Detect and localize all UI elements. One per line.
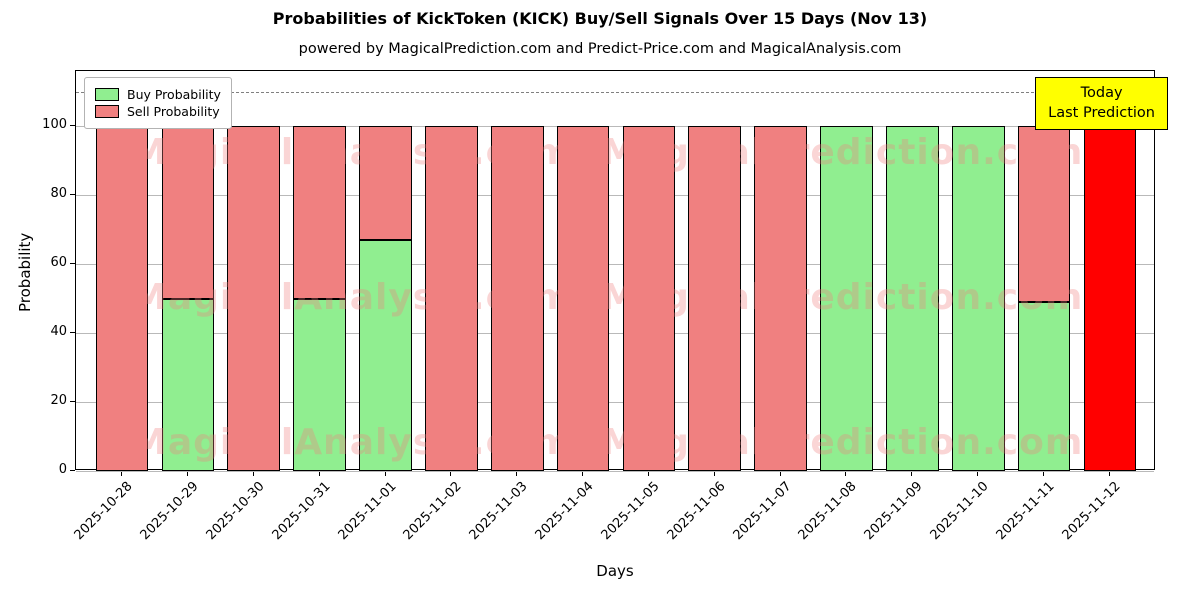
x-tick-label: 2025-11-11	[993, 479, 1058, 544]
x-tick-label: 2025-11-12	[1059, 479, 1124, 544]
y-tick-label: 80	[50, 186, 67, 202]
legend-label: Sell Probability	[127, 104, 220, 119]
sell-bar-segment	[688, 126, 742, 471]
buy-bar-segment	[886, 126, 939, 471]
gridline	[76, 195, 1154, 197]
chart-subtitle: powered by MagicalPrediction.com and Pre…	[298, 41, 902, 57]
legend-item: Sell Probability	[95, 104, 221, 119]
watermark-text: MagicalAnalysis.com	[131, 277, 573, 318]
x-tick-mark	[252, 471, 254, 476]
y-tick-label: 40	[50, 324, 67, 340]
legend-label: Buy Probability	[127, 87, 221, 102]
buy-bar-segment	[293, 298, 346, 471]
x-tick-mark	[384, 471, 386, 476]
x-tick-label: 2025-11-06	[664, 479, 729, 544]
legend-swatch	[95, 88, 119, 101]
watermark-text: MagicalAnalysis.com	[131, 422, 573, 463]
x-tick-mark	[121, 471, 123, 476]
x-tick-mark	[1108, 471, 1110, 476]
sell-bar-segment	[754, 126, 807, 471]
x-tick-label: 2025-10-30	[203, 479, 268, 544]
x-tick-mark	[318, 471, 320, 476]
x-tick-mark	[779, 471, 781, 476]
x-tick-label: 2025-11-07	[730, 479, 795, 544]
gridline	[76, 333, 1154, 335]
today-annotation: Today Last Prediction	[1035, 77, 1168, 130]
x-tick-label: 2025-11-10	[927, 479, 992, 544]
sell-bar-segment	[227, 126, 281, 471]
sell-bar-segment	[95, 126, 149, 471]
watermark-text: MagicalPrediction.com	[601, 132, 1084, 173]
y-axis-label: Probability	[16, 232, 34, 312]
x-tick-mark	[845, 471, 847, 476]
y-tick-mark	[70, 401, 75, 403]
x-tick-mark	[186, 471, 188, 476]
x-tick-mark	[516, 471, 518, 476]
x-tick-label: 2025-11-02	[400, 479, 465, 544]
annotation-line-1: Today	[1080, 85, 1123, 101]
x-tick-mark	[1043, 471, 1045, 476]
y-tick-label: 60	[50, 255, 67, 271]
gridline	[76, 264, 1154, 266]
gridline	[76, 126, 1154, 128]
x-tick-label: 2025-11-01	[335, 479, 400, 544]
x-tick-label: 2025-10-28	[71, 479, 136, 544]
watermark-text: MagicalPrediction.com	[601, 277, 1084, 318]
dashed-threshold-line	[76, 91, 1154, 93]
x-tick-label: 2025-11-03	[466, 479, 531, 544]
x-tick-mark	[713, 471, 715, 476]
buy-bar-segment	[951, 126, 1005, 471]
watermark-text: MagicalAnalysis.com	[131, 132, 573, 173]
x-tick-label: 2025-11-04	[532, 479, 597, 544]
x-tick-label: 2025-11-09	[861, 479, 926, 544]
chart-title: Probabilities of KickToken (KICK) Buy/Se…	[272, 9, 928, 28]
sell-bar-segment	[425, 126, 478, 471]
y-tick-mark	[70, 125, 75, 127]
legend-swatch	[95, 105, 119, 118]
buy-bar-segment	[161, 298, 215, 471]
sell-bar-segment	[556, 126, 610, 471]
x-tick-mark	[977, 471, 979, 476]
sell-bar-segment	[622, 126, 676, 471]
gridline	[76, 402, 1154, 404]
legend: Buy Probability Sell Probability	[84, 77, 232, 129]
x-axis-label: Days	[596, 562, 634, 580]
annotation-line-2: Last Prediction	[1048, 105, 1155, 122]
y-tick-mark	[70, 194, 75, 196]
buy-bar-segment	[820, 126, 873, 471]
buy-bar-segment	[1017, 302, 1071, 471]
sell-bar-segment	[359, 126, 412, 240]
sell-bar-segment	[490, 126, 544, 471]
gridline	[76, 471, 1154, 472]
y-tick-mark	[70, 470, 75, 471]
x-tick-mark	[582, 471, 584, 476]
y-tick-label: 0	[58, 462, 67, 477]
x-tick-mark	[450, 471, 452, 476]
x-tick-label: 2025-11-05	[598, 479, 663, 544]
watermark-text: MagicalPrediction.com	[601, 422, 1084, 463]
buy-bar-segment	[359, 239, 412, 471]
sell-bar-segment	[293, 126, 346, 299]
sell-bar-segment	[1017, 126, 1071, 303]
x-tick-mark	[911, 471, 913, 476]
legend-item: Buy Probability	[95, 87, 221, 102]
y-tick-label: 20	[50, 393, 67, 409]
x-tick-label: 2025-10-29	[137, 479, 202, 544]
x-tick-mark	[647, 471, 649, 476]
x-tick-label: 2025-11-08	[796, 479, 861, 544]
today-bar	[1083, 126, 1137, 471]
x-tick-label: 2025-10-31	[269, 479, 334, 544]
y-tick-mark	[70, 332, 75, 334]
y-tick-label: 100	[42, 117, 67, 133]
plot-area: Buy Probability Sell Probability Today La…	[75, 70, 1168, 472]
y-tick-mark	[70, 263, 75, 265]
